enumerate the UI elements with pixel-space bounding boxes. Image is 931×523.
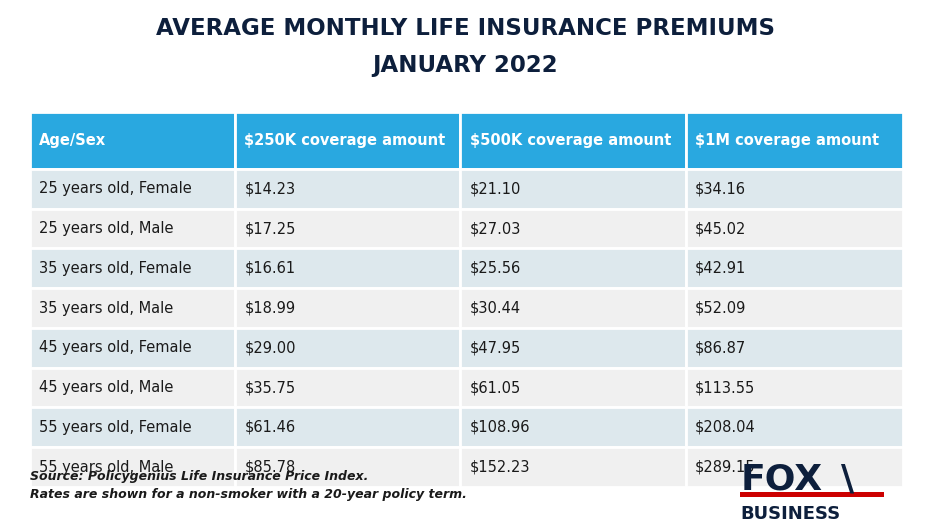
Text: \: \ (841, 463, 854, 497)
Text: 55 years old, Female: 55 years old, Female (39, 420, 192, 435)
Text: 55 years old, Male: 55 years old, Male (39, 460, 173, 474)
Text: Rates are shown for a non-smoker with a 20-year policy term.: Rates are shown for a non-smoker with a … (30, 488, 466, 501)
Text: AVERAGE MONTHLY LIFE INSURANCE PREMIUMS: AVERAGE MONTHLY LIFE INSURANCE PREMIUMS (156, 17, 775, 40)
Text: $108.96: $108.96 (469, 420, 530, 435)
Text: $47.95: $47.95 (469, 340, 520, 355)
Text: $18.99: $18.99 (244, 301, 295, 315)
Text: $35.75: $35.75 (244, 380, 295, 395)
Text: $45.02: $45.02 (695, 221, 747, 236)
Text: $21.10: $21.10 (469, 181, 521, 196)
Text: $86.87: $86.87 (695, 340, 746, 355)
Text: $34.16: $34.16 (695, 181, 746, 196)
Text: JANUARY 2022: JANUARY 2022 (372, 54, 559, 77)
Text: $16.61: $16.61 (244, 261, 295, 276)
Text: BUSINESS: BUSINESS (740, 505, 841, 522)
Text: 45 years old, Female: 45 years old, Female (39, 340, 192, 355)
Text: $27.03: $27.03 (469, 221, 521, 236)
Text: 35 years old, Female: 35 years old, Female (39, 261, 192, 276)
Text: $30.44: $30.44 (469, 301, 520, 315)
Text: $289.15: $289.15 (695, 460, 755, 474)
Text: Age/Sex: Age/Sex (39, 133, 106, 148)
Text: $61.46: $61.46 (244, 420, 295, 435)
Text: 25 years old, Male: 25 years old, Male (39, 221, 173, 236)
Text: $250K coverage amount: $250K coverage amount (244, 133, 446, 148)
Text: $500K coverage amount: $500K coverage amount (469, 133, 671, 148)
Text: $42.91: $42.91 (695, 261, 746, 276)
Text: $17.25: $17.25 (244, 221, 296, 236)
Text: $113.55: $113.55 (695, 380, 755, 395)
Text: $152.23: $152.23 (469, 460, 530, 474)
Text: 35 years old, Male: 35 years old, Male (39, 301, 173, 315)
Text: $208.04: $208.04 (695, 420, 756, 435)
Text: FOX: FOX (740, 463, 822, 497)
Text: $52.09: $52.09 (695, 301, 747, 315)
Text: $29.00: $29.00 (244, 340, 296, 355)
Text: $25.56: $25.56 (469, 261, 520, 276)
Text: 45 years old, Male: 45 years old, Male (39, 380, 173, 395)
Text: 25 years old, Female: 25 years old, Female (39, 181, 192, 196)
Text: $14.23: $14.23 (244, 181, 295, 196)
Text: $1M coverage amount: $1M coverage amount (695, 133, 879, 148)
Text: $85.78: $85.78 (244, 460, 295, 474)
Text: Source: Policygenius Life Insurance Price Index.: Source: Policygenius Life Insurance Pric… (30, 471, 368, 483)
Text: $61.05: $61.05 (469, 380, 520, 395)
